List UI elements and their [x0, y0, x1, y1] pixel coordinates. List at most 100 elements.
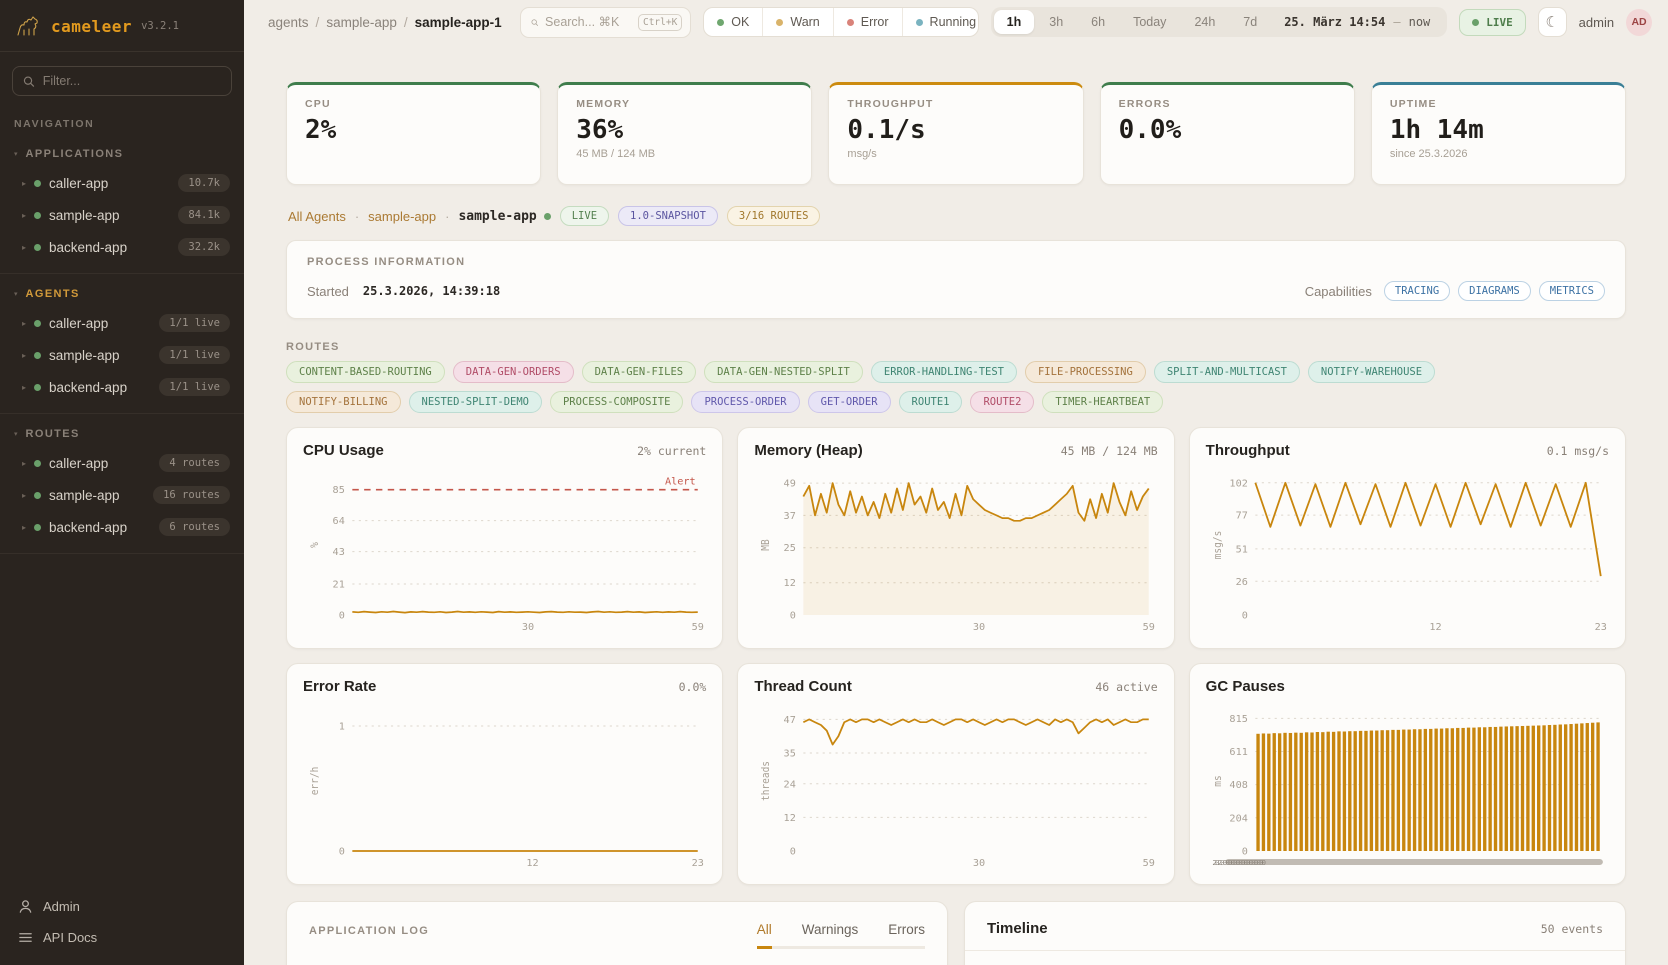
stat-sub: msg/s	[847, 148, 877, 160]
chart-header: CPU Usage 2% current	[303, 442, 706, 459]
sidebar-item-backend-app[interactable]: ▸ backend-app 1/1 live	[8, 371, 236, 403]
live-badge[interactable]: LIVE	[1459, 8, 1526, 36]
route-badges: CONTENT-BASED-ROUTING DATA-GEN-ORDERS DATA…	[286, 361, 1526, 413]
tab-errors[interactable]: Errors	[888, 922, 925, 937]
status-dot	[34, 243, 42, 251]
tab-warnings[interactable]: Warnings	[801, 922, 859, 937]
nav-section-label: NAVIGATION	[14, 118, 95, 130]
item-name: sample-app	[49, 487, 120, 503]
chart-plot: 0 204 408 611 815 ms 20200000000000000000	[1212, 714, 1603, 867]
status-filter-running[interactable]: Running	[903, 8, 978, 36]
item-name: backend-app	[49, 519, 128, 535]
item-count-badge: 84.1k	[178, 206, 230, 224]
status-dot	[915, 18, 923, 26]
route-badge-notify-billing[interactable]: NOTIFY-BILLING	[286, 391, 401, 413]
status-dot	[34, 179, 42, 187]
app-version: v3.2.1	[141, 20, 179, 32]
status-filter-warn[interactable]: Warn	[763, 8, 834, 36]
svg-text:24: 24	[784, 780, 796, 791]
svg-text:Alert: Alert	[665, 477, 696, 488]
breadcrumb-item[interactable]: agents	[268, 14, 309, 30]
footer-item-label: Admin	[43, 899, 80, 914]
agent-separator: ·	[445, 208, 450, 224]
sidebar-item-sample-app[interactable]: ▸ sample-app 84.1k	[8, 199, 236, 231]
chart-title: Thread Count	[754, 678, 852, 695]
search-box[interactable]: Ctrl+K	[519, 6, 692, 38]
stat-card-cpu: CPU 2%	[286, 82, 542, 185]
route-badge-error-handling-test[interactable]: ERROR-HANDLING-TEST	[870, 361, 1017, 383]
sidebar-item-api-docs[interactable]: API Docs	[18, 930, 226, 945]
route-badge-data-gen-files[interactable]: DATA-GEN-FILES	[581, 361, 697, 383]
capabilities-label: Capabilities	[1304, 283, 1372, 299]
breadcrumb-item[interactable]: sample-app	[326, 14, 397, 30]
sidebar-item-caller-app[interactable]: ▸ caller-app 10.7k	[8, 167, 236, 199]
chart-current-value: 2% current	[637, 444, 707, 458]
time-range-1h[interactable]: 1h	[993, 10, 1035, 34]
sidebar-item-caller-app[interactable]: ▸ caller-app 1/1 live	[8, 307, 236, 339]
sidebar-item-backend-app[interactable]: ▸ backend-app 6 routes	[8, 511, 236, 543]
svg-text:1: 1	[339, 722, 345, 733]
search-input[interactable]	[545, 15, 631, 29]
sidebar-item-sample-app[interactable]: ▸ sample-app 16 routes	[8, 479, 236, 511]
route-badge-process-order[interactable]: PROCESS-ORDER	[691, 391, 800, 413]
agent-link[interactable]: All Agents	[288, 208, 346, 224]
chart-plot: 0 21 43 64 85 Alert% 30 59	[310, 477, 704, 633]
time-range-24h[interactable]: 24h	[1194, 15, 1216, 29]
capability-badge-metrics: METRICS	[1538, 281, 1605, 301]
sidebar-item-backend-app[interactable]: ▸ backend-app 32.2k	[8, 231, 236, 263]
breadcrumb-item: sample-app-1	[414, 14, 502, 30]
process-info-title: PROCESS INFORMATION	[307, 256, 466, 268]
status-dot	[34, 383, 42, 391]
route-badge-file-processing[interactable]: FILE-PROCESSING	[1024, 361, 1146, 383]
time-range-3h[interactable]: 3h	[1049, 15, 1064, 29]
svg-text:77: 77	[1235, 511, 1247, 522]
filter-input[interactable]	[42, 74, 221, 88]
time-range-7d[interactable]: 7d	[1243, 15, 1258, 29]
chart-current-value: 46 active	[1095, 680, 1158, 694]
route-badge-timer-heartbeat[interactable]: TIMER-HEARTBEAT	[1042, 391, 1164, 413]
svg-text:23: 23	[1594, 622, 1606, 633]
stat-sub: 45 MB / 124 MB	[576, 148, 656, 160]
route-badge-notify-warehouse[interactable]: NOTIFY-WAREHOUSE	[1307, 361, 1436, 383]
route-badge-route1[interactable]: ROUTE1	[898, 391, 963, 413]
stat-value: 0.1/s	[847, 115, 926, 145]
tab-all[interactable]: All	[756, 922, 772, 949]
application-log-panel: APPLICATION LOG All Warnings Errors	[286, 901, 948, 965]
sidebar-item-admin[interactable]: Admin	[18, 899, 226, 914]
item-name: caller-app	[49, 315, 109, 331]
charts-grid: CPU Usage 2% current 0 21 43 64 85 Alert% 30 59 Me…	[286, 427, 1626, 885]
route-badge-nested-split-demo[interactable]: NESTED-SPLIT-DEMO	[408, 391, 542, 413]
svg-text:0: 0	[790, 611, 796, 622]
chevron-right-icon: ▸	[22, 522, 27, 532]
status-filter-error[interactable]: Error	[834, 8, 903, 36]
avatar[interactable]: AD	[1626, 8, 1652, 36]
route-badge-content-based-routing[interactable]: CONTENT-BASED-ROUTING	[286, 361, 445, 383]
route-badge-route2[interactable]: ROUTE2	[970, 391, 1035, 413]
sidebar-item-caller-app[interactable]: ▸ caller-app 4 routes	[8, 447, 236, 479]
agent-link[interactable]: sample-app	[368, 208, 437, 224]
svg-text:23: 23	[692, 858, 704, 869]
route-badge-get-order[interactable]: GET-ORDER	[807, 391, 891, 413]
section-header-agents[interactable]: ▾ AGENTS	[8, 282, 236, 307]
camel-logo-icon	[17, 16, 38, 36]
route-badge-data-gen-nested-split[interactable]: DATA-GEN-NESTED-SPLIT	[704, 361, 863, 383]
started-label: Started	[307, 283, 349, 299]
route-badge-data-gen-orders[interactable]: DATA-GEN-ORDERS	[452, 361, 574, 383]
section-header-routes[interactable]: ▾ ROUTES	[8, 422, 236, 447]
sidebar-filter[interactable]	[12, 66, 232, 96]
started-value: 25.3.2026, 14:39:18	[362, 284, 501, 298]
sidebar-sections: ▾ APPLICATIONS ▸ caller-app 10.7k ▸ sample-app…	[0, 134, 244, 554]
svg-text:85: 85	[333, 486, 345, 497]
time-range-display[interactable]: 25. März 14:54 — now	[1272, 15, 1444, 29]
time-range-6h[interactable]: 6h	[1091, 15, 1106, 29]
route-badge-process-composite[interactable]: PROCESS-COMPOSITE	[549, 391, 684, 413]
dark-mode-toggle[interactable]: ☾	[1537, 7, 1567, 37]
section-label: AGENTS	[25, 288, 80, 300]
status-filter-ok[interactable]: OK	[704, 8, 764, 36]
section-header-applications[interactable]: ▾ APPLICATIONS	[8, 142, 236, 167]
sidebar-item-sample-app[interactable]: ▸ sample-app 1/1 live	[8, 339, 236, 371]
chart-title: Memory (Heap)	[754, 442, 863, 459]
route-badge-split-and-multicast[interactable]: SPLIT-AND-MULTICAST	[1153, 361, 1300, 383]
time-range-today[interactable]: Today	[1133, 15, 1167, 29]
stat-value: 36%	[576, 115, 624, 145]
